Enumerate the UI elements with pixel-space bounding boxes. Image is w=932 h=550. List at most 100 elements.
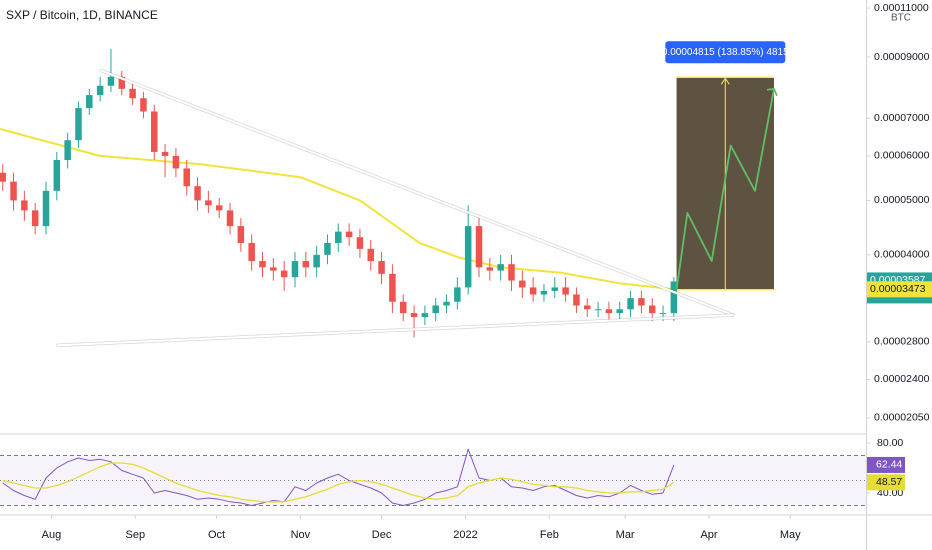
- candle-body: [432, 305, 439, 314]
- x-tick-label: Nov: [291, 529, 311, 541]
- x-tick-label: Dec: [372, 529, 392, 541]
- candle-body: [86, 95, 93, 109]
- x-tick-label: Feb: [540, 529, 559, 541]
- candle-body: [670, 281, 678, 314]
- rsi-ma-value-box: [867, 474, 905, 491]
- candle-body: [659, 313, 667, 315]
- candle-body: [508, 264, 515, 281]
- candle-body: [75, 108, 82, 141]
- candle-body: [259, 261, 266, 268]
- candle-body: [291, 261, 299, 278]
- candle-body: [551, 287, 559, 291]
- candle-body: [302, 261, 310, 268]
- x-tick-label: Apr: [700, 529, 717, 541]
- candle-body: [129, 88, 136, 99]
- candle-body: [389, 273, 396, 302]
- y-tick-label: 0.00002400: [874, 373, 930, 385]
- rsi-value-box: [867, 456, 905, 473]
- x-tick-label: Mar: [616, 529, 635, 541]
- candle-body: [10, 181, 17, 201]
- candle-body: [172, 155, 180, 169]
- trendline: [56, 313, 734, 347]
- candle-body: [118, 76, 126, 89]
- candle-body: [497, 264, 504, 271]
- chart-title: SXP / Bitcoin, 1D, BINANCE: [6, 8, 158, 22]
- rsi-ma-line: [2, 462, 675, 503]
- candle-body: [248, 242, 255, 262]
- x-tick-label: 2022: [453, 529, 477, 541]
- candle-body: [421, 313, 429, 318]
- candle-body: [107, 76, 115, 86]
- candle-body: [42, 190, 50, 227]
- candle-body: [21, 200, 28, 211]
- y-tick-label: 0.00004000: [874, 249, 930, 261]
- candle-body: [324, 242, 331, 255]
- candle-body: [638, 298, 645, 306]
- y-tick-label: 0.00007000: [874, 112, 930, 124]
- candle-body: [96, 85, 104, 96]
- projection-label-box: [665, 41, 786, 64]
- y-tick-label: 0.00002050: [874, 412, 930, 424]
- y-tick-label: 0.00002800: [874, 336, 930, 348]
- candle-body: [345, 231, 353, 238]
- candle-body: [226, 210, 234, 227]
- y-tick-label: 0.00006000: [874, 150, 930, 162]
- candle-body: [648, 305, 656, 314]
- candle-body: [161, 151, 169, 156]
- candle-body: [605, 309, 613, 314]
- candle-body: [454, 287, 461, 302]
- candle-body: [616, 309, 623, 314]
- candle-body: [205, 200, 212, 206]
- candle-body: [475, 226, 483, 268]
- candle-body: [573, 294, 580, 306]
- candle-body: [356, 237, 364, 249]
- x-tick-label: Aug: [42, 529, 62, 541]
- x-tick-label: Oct: [208, 529, 225, 541]
- candle-body: [540, 290, 548, 295]
- projection-label: 0.00004815 (138.85%) 4815: [662, 47, 789, 58]
- moving-average: [0, 128, 675, 291]
- candle-body: [280, 270, 288, 278]
- x-tick-label: May: [780, 529, 801, 541]
- candle-body: [562, 287, 569, 295]
- trendline: [99, 69, 734, 317]
- candle-body: [31, 210, 39, 227]
- rsi-line: [2, 448, 675, 506]
- ma-price-box: [867, 281, 932, 298]
- y-tick-label: 0.00011000: [874, 2, 929, 14]
- candle-body: [0, 172, 6, 182]
- candle-body: [194, 186, 201, 201]
- candle-body: [313, 254, 320, 268]
- candle-body: [486, 267, 494, 271]
- candle-body: [627, 298, 634, 310]
- projection-path-head: [766, 87, 778, 97]
- candle-body: [584, 305, 591, 310]
- candle-body: [215, 205, 223, 211]
- rsi-value-label: 62.44: [876, 459, 902, 471]
- candle-body: [519, 280, 526, 288]
- candle-body: [140, 98, 147, 112]
- candle-body: [410, 313, 418, 318]
- ma-price-label: 0.00003473: [870, 283, 926, 295]
- candle-body: [367, 248, 375, 262]
- rsi-tick-label: 80.00: [877, 437, 903, 449]
- y-tick-label: 0.00009000: [874, 51, 930, 63]
- rsi-ma-value-label: 48.57: [876, 476, 902, 488]
- candle-body: [529, 287, 537, 295]
- y-tick-label: 0.00005000: [874, 194, 930, 206]
- candle-body: [464, 226, 472, 288]
- currency-label: BTC: [891, 13, 911, 24]
- candle-body: [335, 231, 342, 243]
- x-tick-label: Sep: [126, 529, 146, 541]
- candle-body: [151, 111, 158, 152]
- projection-arrow-head: [720, 77, 730, 85]
- candle-body: [443, 301, 450, 306]
- candle-body: [237, 226, 245, 243]
- candle-body: [64, 140, 71, 161]
- candle-body: [399, 301, 407, 314]
- projection-path: [675, 88, 775, 290]
- candle-body: [378, 261, 385, 274]
- candle-body: [270, 267, 277, 271]
